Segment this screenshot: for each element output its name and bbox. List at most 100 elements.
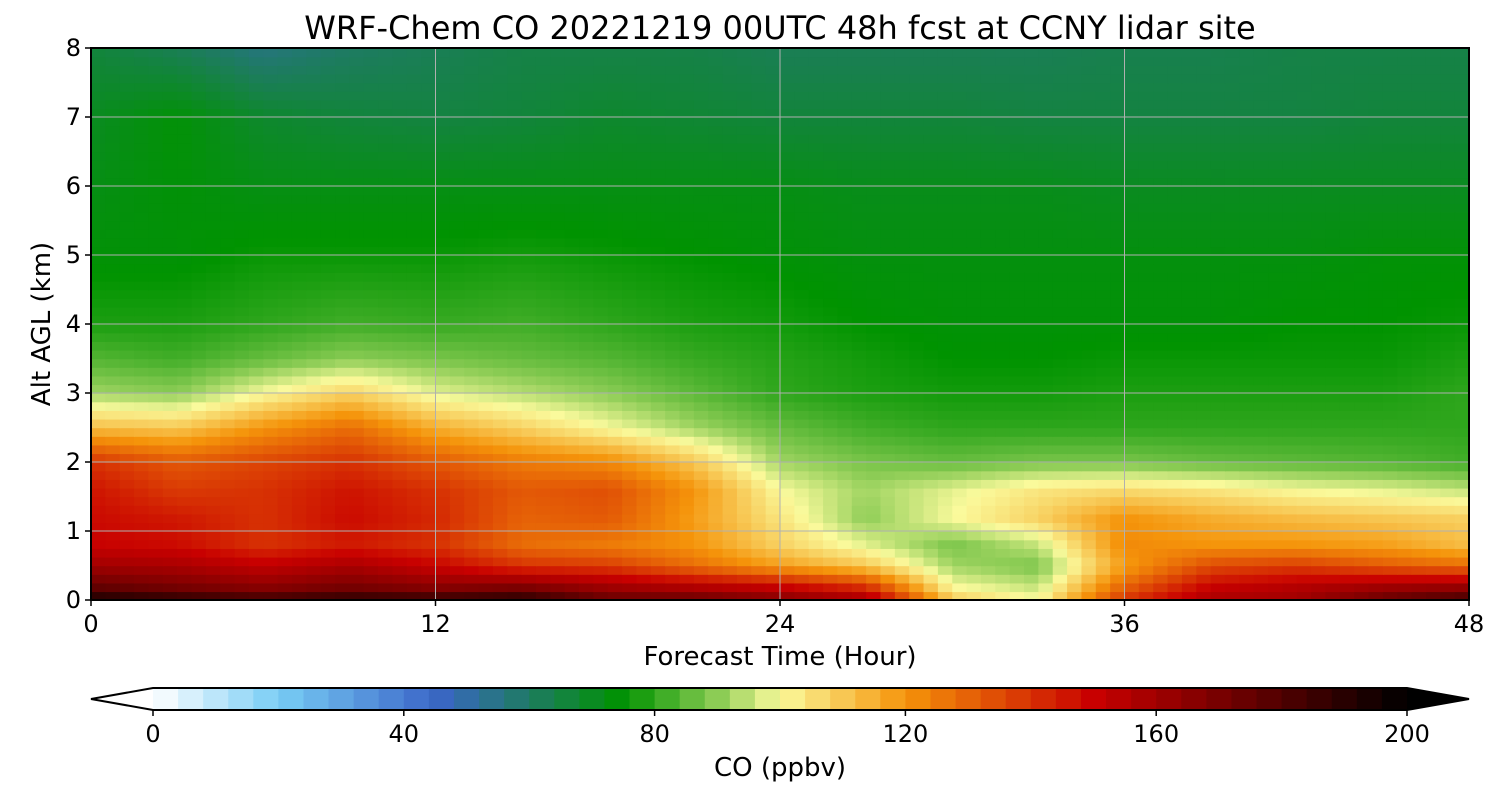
heatmap-cell [162,272,178,282]
heatmap-cell [1138,263,1154,273]
heatmap-cell [1024,349,1040,360]
heatmap-cell [1239,513,1255,524]
heatmap-cell [91,462,107,472]
heatmap-cell [1411,531,1427,541]
heatmap-cell [1311,194,1327,204]
heatmap-cell [492,384,508,394]
heatmap-cell [277,496,293,506]
heatmap-cell [980,444,997,455]
heatmap-cell [808,177,824,187]
heatmap-cell [579,186,595,196]
heatmap-cell [220,341,236,351]
heatmap-cell [449,470,465,480]
heatmap-cell [1296,315,1312,325]
heatmap-cell [909,263,925,273]
heatmap-cell [593,358,609,368]
heatmap-cell [837,410,853,420]
heatmap-cell [406,539,422,549]
heatmap-cell [751,479,767,489]
heatmap-cell [1339,393,1355,403]
heatmap-cell [1167,531,1183,541]
heatmap-cell [593,349,609,360]
heatmap-cell [909,539,925,549]
heatmap-cell [622,427,638,437]
heatmap-cell [1124,211,1140,222]
heatmap-cell [866,591,882,601]
heatmap-cell [1253,462,1269,472]
heatmap-cell [765,237,781,248]
heatmap-cell [177,401,193,411]
heatmap-cell [177,194,193,204]
heatmap-cell [1440,272,1456,282]
heatmap-cell [478,186,494,196]
heatmap-cell [607,203,623,213]
heatmap-cell [1153,591,1169,601]
heatmap-cell [306,289,322,299]
heatmap-cell [579,358,595,368]
heatmap-cell [679,496,695,506]
heatmap-cell [421,349,437,360]
heatmap-cell [119,315,135,325]
heatmap-cell [607,160,623,170]
heatmap-cell [1239,401,1255,411]
heatmap-cell [119,522,135,532]
heatmap-cell [1224,582,1241,593]
heatmap-cell [650,522,666,532]
heatmap-cell [995,444,1011,455]
heatmap-cell [248,211,264,222]
heatmap-cell [851,582,867,593]
heatmap-cell [1411,211,1427,222]
heatmap-cell [1210,211,1226,222]
heatmap-cell [478,237,494,248]
heatmap-cell [1368,272,1384,282]
heatmap-cell [277,418,293,429]
heatmap-cell [980,496,997,506]
heatmap-cell [579,298,595,308]
heatmap-cell [722,298,738,308]
heatmap-cell [191,522,207,532]
heatmap-cell [909,548,925,558]
heatmap-cell [177,522,193,532]
heatmap-cell [751,462,767,472]
heatmap-cell [248,272,264,282]
heatmap-cell [679,168,695,179]
heatmap-cell [880,531,896,541]
heatmap-cell [105,186,121,196]
heatmap-cell [320,177,336,187]
heatmap-cell [535,211,552,222]
heatmap-cell [1268,151,1284,161]
heatmap-cell [622,522,638,532]
heatmap-cell [1181,453,1197,463]
heatmap-cell [1196,436,1212,446]
heatmap-cell [1239,177,1255,187]
heatmap-cell [937,341,953,351]
heatmap-cell [349,160,365,170]
heatmap-cell [679,177,695,187]
heatmap-cell [449,177,465,187]
heatmap-cell [823,556,839,567]
heatmap-cell [1153,462,1169,472]
heatmap-cell [248,367,264,377]
heatmap-cell [1382,565,1398,575]
heatmap-cell [1110,306,1126,317]
heatmap-cell [1239,375,1255,386]
heatmap-cell [1354,427,1370,437]
heatmap-cell [1454,418,1470,429]
heatmap-cell [1181,556,1197,567]
heatmap-cell [478,229,494,239]
heatmap-cell [1397,513,1413,524]
heatmap-cell [320,160,336,170]
heatmap-cell [1038,410,1054,420]
heatmap-cell [320,513,336,524]
heatmap-cell [1067,565,1083,575]
heatmap-cell [1081,401,1097,411]
heatmap-cell [980,298,997,308]
heatmap-cell [1153,341,1169,351]
heatmap-cell [880,444,896,455]
heatmap-cell [306,367,322,377]
heatmap-cell [1110,358,1126,368]
heatmap-cell [1425,487,1441,498]
heatmap-cell [134,280,150,291]
heatmap-cell [909,367,925,377]
heatmap-cell [837,418,853,429]
